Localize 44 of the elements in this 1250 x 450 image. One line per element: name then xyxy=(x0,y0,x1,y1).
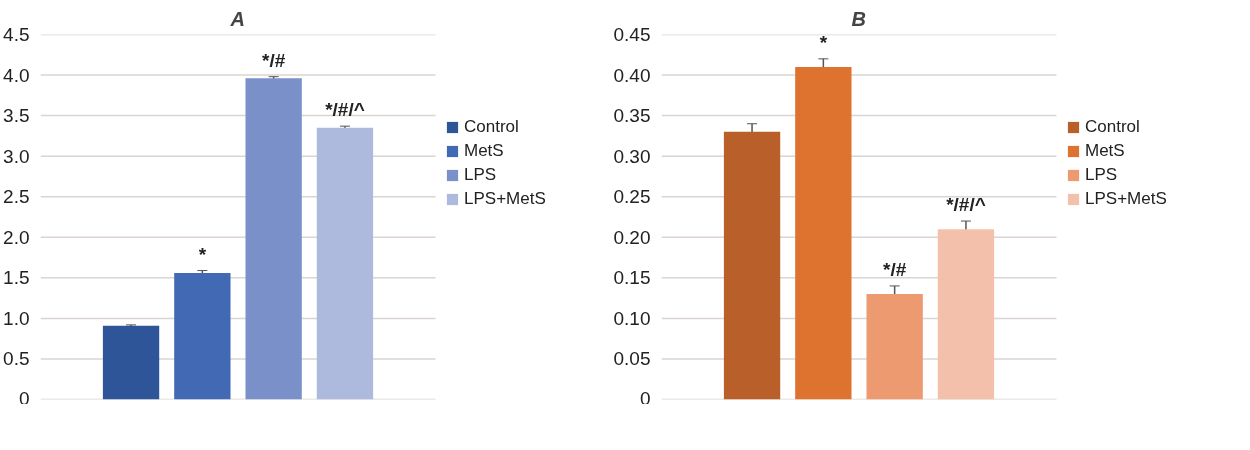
legend-label: LPS xyxy=(1085,165,1118,185)
y-tick-label: 1.0 xyxy=(3,307,30,329)
y-tick-label: 0.30 xyxy=(613,145,651,167)
data-label: */# xyxy=(883,258,907,280)
bar xyxy=(174,272,231,400)
bar xyxy=(316,127,374,400)
y-tick-label: 3.5 xyxy=(3,105,30,127)
y-tick-label: 0.10 xyxy=(613,307,651,329)
y-tick-label: 4.0 xyxy=(3,64,30,86)
y-tick-label: 0.45 xyxy=(613,24,651,45)
data-label: * xyxy=(198,243,207,265)
bar xyxy=(723,131,781,400)
bar xyxy=(245,78,302,400)
data-label: */#/^ xyxy=(946,194,986,216)
y-tick-label: 2.0 xyxy=(3,226,30,248)
chart-title: A xyxy=(229,7,245,30)
chart-title: B xyxy=(851,7,866,30)
legend-label: MetS xyxy=(464,141,504,161)
y-tick-label: 0 xyxy=(18,387,30,409)
legend-label: LPS+MetS xyxy=(1085,189,1167,209)
y-tick-label: 2.5 xyxy=(3,186,30,208)
legend-label: Control xyxy=(464,117,519,137)
y-tick-label: 0 xyxy=(639,387,651,409)
y-tick-label: 0.25 xyxy=(613,186,651,208)
y-tick-label: 0.15 xyxy=(613,267,651,289)
data-label: */#/^ xyxy=(325,99,365,121)
bar xyxy=(937,229,995,400)
y-tick-label: 0.35 xyxy=(613,105,651,127)
y-tick-label: 1.5 xyxy=(3,267,30,289)
legend-label: LPS+MetS xyxy=(464,189,546,209)
legend-label: MetS xyxy=(1085,141,1125,161)
bar xyxy=(795,66,852,400)
data-label: */# xyxy=(262,49,286,71)
y-tick-label: 0.40 xyxy=(613,64,651,86)
bar xyxy=(866,294,923,400)
y-tick-label: 0.5 xyxy=(3,348,30,370)
y-tick-label: 0.05 xyxy=(613,348,651,370)
bar xyxy=(102,325,160,400)
data-label: * xyxy=(819,31,828,53)
legend-label: Control xyxy=(1085,117,1140,137)
y-tick-label: 3.0 xyxy=(3,145,30,167)
legend-label: LPS xyxy=(464,165,497,185)
y-tick-label: 4.5 xyxy=(3,24,30,45)
y-tick-label: 0.20 xyxy=(613,226,651,248)
